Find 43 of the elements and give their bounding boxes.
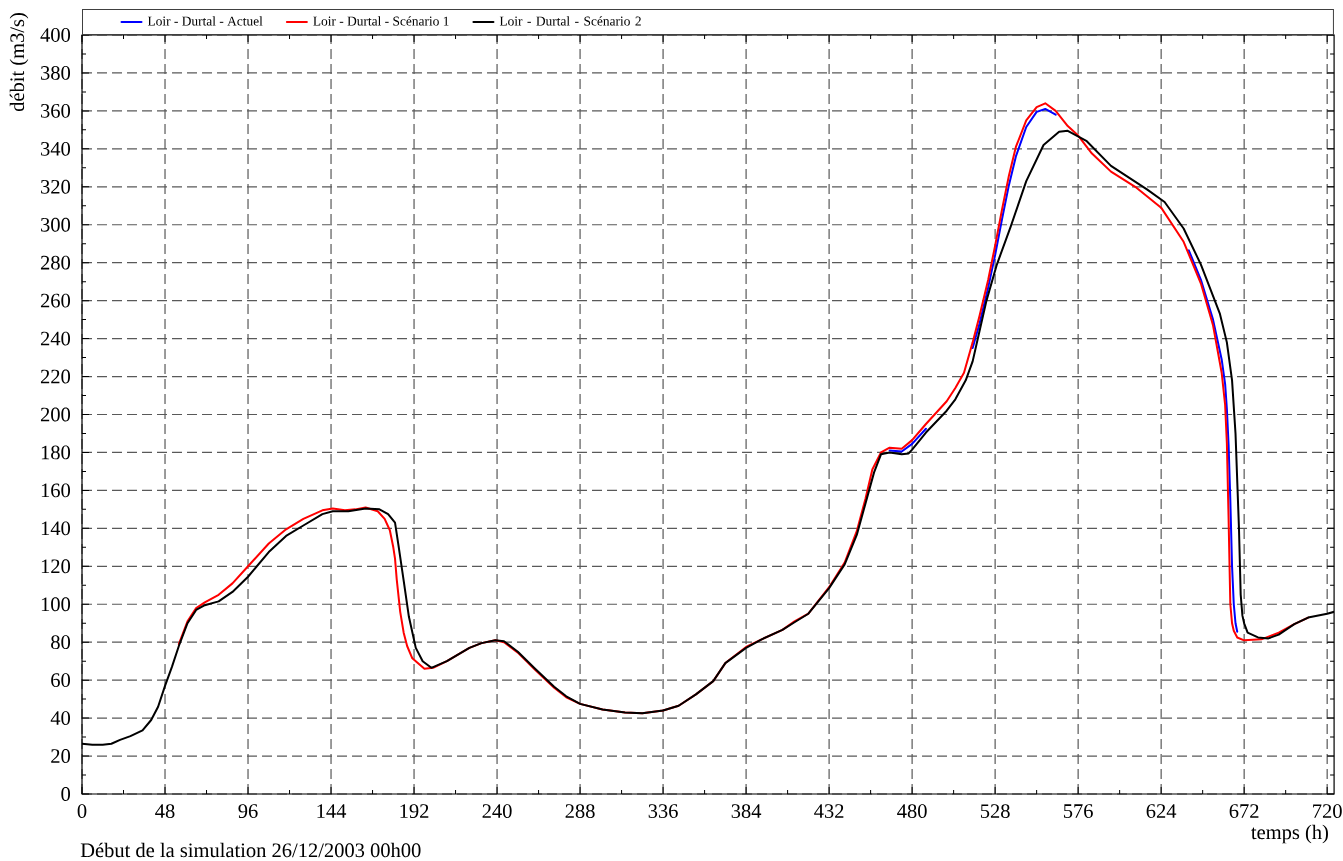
x-tick-label: 384 bbox=[731, 804, 762, 819]
y-tick-label: 200 bbox=[40, 407, 71, 422]
y-tick-label: 380 bbox=[41, 66, 71, 80]
x-tick-label: 144 bbox=[317, 804, 347, 818]
y-tick-label: 400 bbox=[40, 28, 71, 42]
y-tick-label: 360 bbox=[41, 103, 71, 118]
x-tick-label: 672 bbox=[1229, 804, 1259, 818]
x-tick-label: 192 bbox=[400, 804, 429, 818]
y-tick-label: 340 bbox=[41, 141, 71, 156]
legend-label: Loir - Durtal - Scénario 1 bbox=[313, 16, 449, 26]
y-tick-label: 80 bbox=[51, 635, 71, 650]
legend-label: Loir - Durtal - Scénario 2 bbox=[499, 16, 641, 26]
x-tick-label: 288 bbox=[565, 804, 595, 819]
x-tick-label: 528 bbox=[980, 804, 1010, 819]
x-tick-label: 48 bbox=[155, 804, 175, 819]
legend-label: Loir - Durtal - Actuel bbox=[147, 16, 263, 26]
text: Début de la simulation 26/12/2003 00h00 bbox=[80, 842, 421, 858]
x-tick-label: 0 bbox=[77, 804, 87, 819]
y-tick-label: 120 bbox=[41, 559, 71, 574]
y-tick-label: 300 bbox=[41, 217, 71, 232]
x-tick-label: 480 bbox=[897, 804, 927, 819]
x-tick-label: 96 bbox=[238, 804, 258, 818]
x-axis-title: temps (h) bbox=[1251, 824, 1328, 844]
y-tick-label: 140 bbox=[41, 521, 71, 536]
x-tick-label: 240 bbox=[482, 804, 512, 819]
y-tick-label: 60 bbox=[51, 673, 71, 688]
x-tick-label: 576 bbox=[1063, 804, 1093, 818]
x-tick-label: 624 bbox=[1146, 804, 1177, 818]
y-tick-label: 40 bbox=[50, 711, 71, 726]
x-tick-label: 432 bbox=[814, 804, 844, 818]
y-tick-label: 0 bbox=[61, 787, 71, 801]
y-tick-label: 280 bbox=[40, 255, 71, 270]
y-tick-label: 240 bbox=[40, 331, 71, 346]
x-tick-label: 720 bbox=[1313, 804, 1342, 819]
y-tick-label: 160 bbox=[41, 483, 71, 498]
y-tick-label: 180 bbox=[41, 445, 71, 460]
y-tick-label: 220 bbox=[40, 369, 71, 384]
x-tick-label: 336 bbox=[648, 804, 678, 818]
y-tick-label: 260 bbox=[40, 293, 71, 308]
y-axis-title: débit (m3/s) bbox=[9, 13, 29, 112]
y-tick-label: 20 bbox=[51, 749, 71, 763]
y-tick-label: 320 bbox=[41, 179, 71, 194]
y-tick-label: 100 bbox=[41, 597, 71, 612]
